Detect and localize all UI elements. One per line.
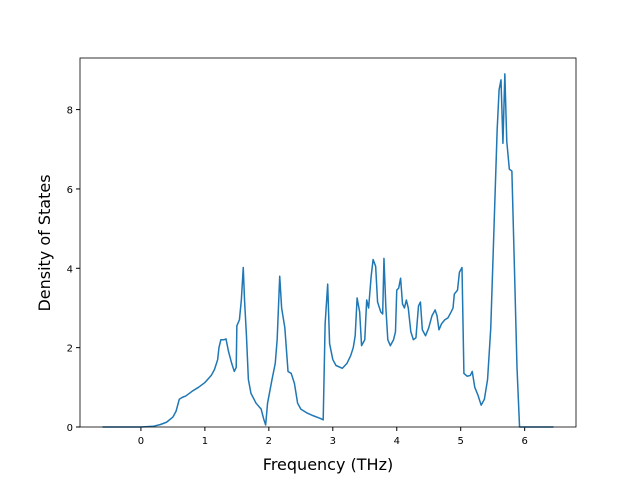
y-tick-label: 4: [67, 264, 73, 275]
x-tick-label: 1: [202, 436, 208, 447]
y-axis-label: Density of States: [35, 174, 54, 311]
plot-frame: [79, 57, 577, 428]
y-tick-label: 8: [67, 106, 73, 117]
y-tick-label: 6: [67, 185, 73, 196]
line: [102, 73, 554, 428]
x-tick-label: 4: [394, 436, 400, 447]
y-tick-label: 2: [67, 344, 73, 355]
x-tick-label: 2: [266, 436, 272, 447]
x-tick-label: 3: [330, 436, 336, 447]
x-tick-label: 0: [138, 436, 144, 447]
x-tick-label: 5: [458, 436, 464, 447]
x-axis-label: Frequency (THz): [263, 455, 393, 474]
y-tick-label: 0: [67, 423, 73, 434]
x-tick-label: 6: [521, 436, 527, 447]
